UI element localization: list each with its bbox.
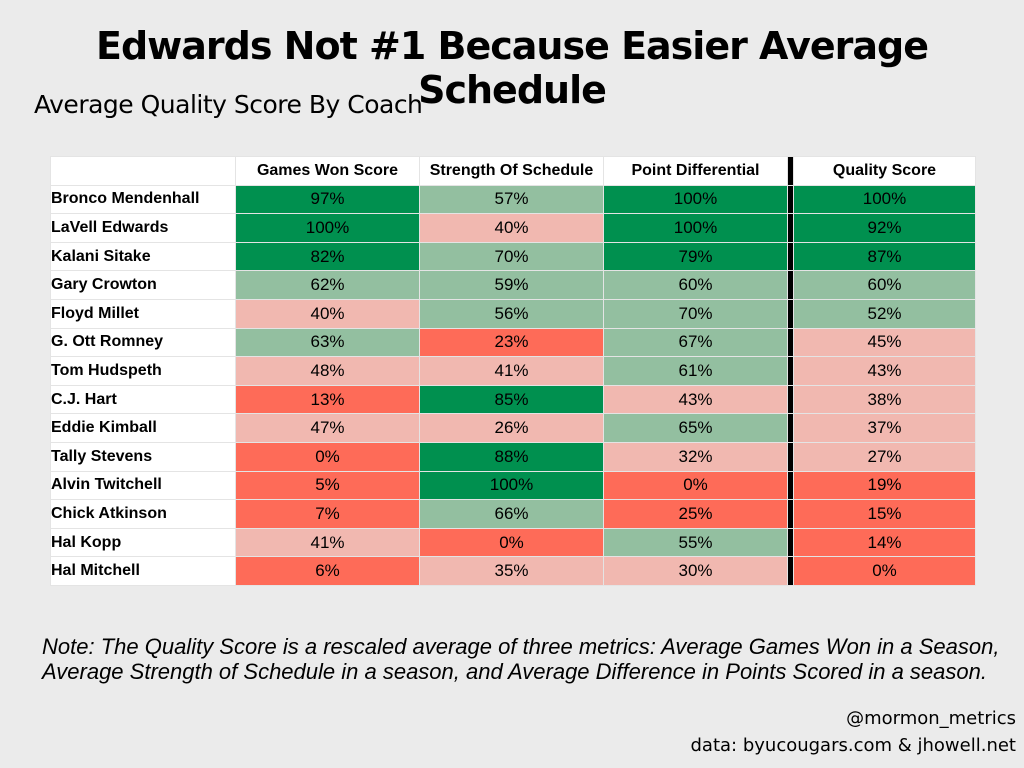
coach-name: Gary Crowton [50, 270, 236, 300]
games-won-cell: 6% [235, 556, 420, 586]
point-differential-cell: 79% [603, 241, 788, 272]
games-won-cell: 97% [235, 184, 420, 215]
quality-score-cell: 100% [793, 184, 976, 215]
quality-score-cell: 60% [793, 270, 976, 300]
table-row: Chick Atkinson 7% 66% 25% 15% [50, 499, 976, 529]
table-row: Kalani Sitake 82% 70% 79% 87% [50, 241, 976, 272]
games-won-cell: 41% [235, 527, 420, 558]
games-won-cell: 63% [235, 327, 420, 358]
point-differential-cell: 30% [603, 556, 788, 586]
quality-score-cell: 19% [793, 470, 976, 501]
point-differential-cell: 43% [603, 384, 788, 415]
games-won-cell: 40% [235, 298, 420, 329]
column-header-games-won: Games Won Score [235, 156, 420, 186]
table-row: Hal Mitchell 6% 35% 30% 0% [50, 556, 976, 586]
point-differential-cell: 67% [603, 327, 788, 358]
table-row: G. Ott Romney 63% 23% 67% 45% [50, 327, 976, 358]
table-row: Floyd Millet 40% 56% 70% 52% [50, 298, 976, 329]
table-body: Bronco Mendenhall 97% 57% 100% 100% LaVell Ed… [50, 184, 976, 586]
quality-score-table: Games Won Score Strength Of Schedule Poi… [50, 156, 976, 586]
quality-score-cell: 15% [793, 499, 976, 529]
quality-score-cell: 38% [793, 384, 976, 415]
quality-score-cell: 14% [793, 527, 976, 558]
strength-of-schedule-cell: 41% [419, 356, 604, 386]
coach-name: C.J. Hart [50, 384, 236, 415]
point-differential-cell: 70% [603, 298, 788, 329]
footnote: Note: The Quality Score is a rescaled av… [42, 634, 1000, 684]
point-differential-cell: 25% [603, 499, 788, 529]
column-header-point-differential: Point Differential [603, 156, 788, 186]
strength-of-schedule-cell: 59% [419, 270, 604, 300]
games-won-cell: 0% [235, 441, 420, 472]
strength-of-schedule-cell: 26% [419, 413, 604, 443]
point-differential-cell: 60% [603, 270, 788, 300]
coach-name: Bronco Mendenhall [50, 184, 236, 215]
strength-of-schedule-cell: 0% [419, 527, 604, 558]
coach-name: Kalani Sitake [50, 241, 236, 272]
coach-name: Tom Hudspeth [50, 356, 236, 386]
strength-of-schedule-cell: 100% [419, 470, 604, 501]
strength-of-schedule-cell: 23% [419, 327, 604, 358]
quality-score-cell: 92% [793, 213, 976, 243]
table-row: Tally Stevens 0% 88% 32% 27% [50, 441, 976, 472]
author-handle: @mormon_metrics [846, 708, 1016, 729]
coach-name: Tally Stevens [50, 441, 236, 472]
table-row: Bronco Mendenhall 97% 57% 100% 100% [50, 184, 976, 215]
strength-of-schedule-cell: 56% [419, 298, 604, 329]
table-row: Gary Crowton 62% 59% 60% 60% [50, 270, 976, 300]
table-header-row: Games Won Score Strength Of Schedule Poi… [50, 156, 976, 186]
point-differential-cell: 0% [603, 470, 788, 501]
column-header-quality-score: Quality Score [793, 156, 976, 186]
games-won-cell: 7% [235, 499, 420, 529]
table-row: LaVell Edwards 100% 40% 100% 92% [50, 213, 976, 243]
games-won-cell: 5% [235, 470, 420, 501]
games-won-cell: 100% [235, 213, 420, 243]
games-won-cell: 82% [235, 241, 420, 272]
coach-name: Hal Kopp [50, 527, 236, 558]
quality-score-cell: 37% [793, 413, 976, 443]
chart-title: Edwards Not #1 Because Easier Average Sc… [95, 24, 929, 112]
strength-of-schedule-cell: 66% [419, 499, 604, 529]
table-row: C.J. Hart 13% 85% 43% 38% [50, 384, 976, 415]
table-row: Tom Hudspeth 48% 41% 61% 43% [50, 356, 976, 386]
point-differential-cell: 100% [603, 184, 788, 215]
games-won-cell: 62% [235, 270, 420, 300]
header-corner [50, 156, 236, 186]
quality-score-cell: 45% [793, 327, 976, 358]
point-differential-cell: 55% [603, 527, 788, 558]
strength-of-schedule-cell: 35% [419, 556, 604, 586]
strength-of-schedule-cell: 88% [419, 441, 604, 472]
point-differential-cell: 61% [603, 356, 788, 386]
coach-name: LaVell Edwards [50, 213, 236, 243]
quality-score-cell: 87% [793, 241, 976, 272]
quality-score-cell: 27% [793, 441, 976, 472]
point-differential-cell: 32% [603, 441, 788, 472]
column-header-strength-of-schedule: Strength Of Schedule [419, 156, 604, 186]
table-row: Hal Kopp 41% 0% 55% 14% [50, 527, 976, 558]
strength-of-schedule-cell: 57% [419, 184, 604, 215]
coach-name: Chick Atkinson [50, 499, 236, 529]
coach-name: Eddie Kimball [50, 413, 236, 443]
strength-of-schedule-cell: 40% [419, 213, 604, 243]
games-won-cell: 13% [235, 384, 420, 415]
coach-name: Alvin Twitchell [50, 470, 236, 501]
coach-name: Hal Mitchell [50, 556, 236, 586]
coach-name: G. Ott Romney [50, 327, 236, 358]
coach-name: Floyd Millet [50, 298, 236, 329]
games-won-cell: 47% [235, 413, 420, 443]
strength-of-schedule-cell: 70% [419, 241, 604, 272]
quality-score-cell: 43% [793, 356, 976, 386]
quality-score-cell: 0% [793, 556, 976, 586]
games-won-cell: 48% [235, 356, 420, 386]
quality-score-cell: 52% [793, 298, 976, 329]
point-differential-cell: 100% [603, 213, 788, 243]
table-row: Eddie Kimball 47% 26% 65% 37% [50, 413, 976, 443]
chart-subtitle: Average Quality Score By Coach [34, 90, 423, 119]
table-row: Alvin Twitchell 5% 100% 0% 19% [50, 470, 976, 501]
strength-of-schedule-cell: 85% [419, 384, 604, 415]
data-source: data: byucougars.com & jhowell.net [690, 735, 1017, 756]
point-differential-cell: 65% [603, 413, 788, 443]
